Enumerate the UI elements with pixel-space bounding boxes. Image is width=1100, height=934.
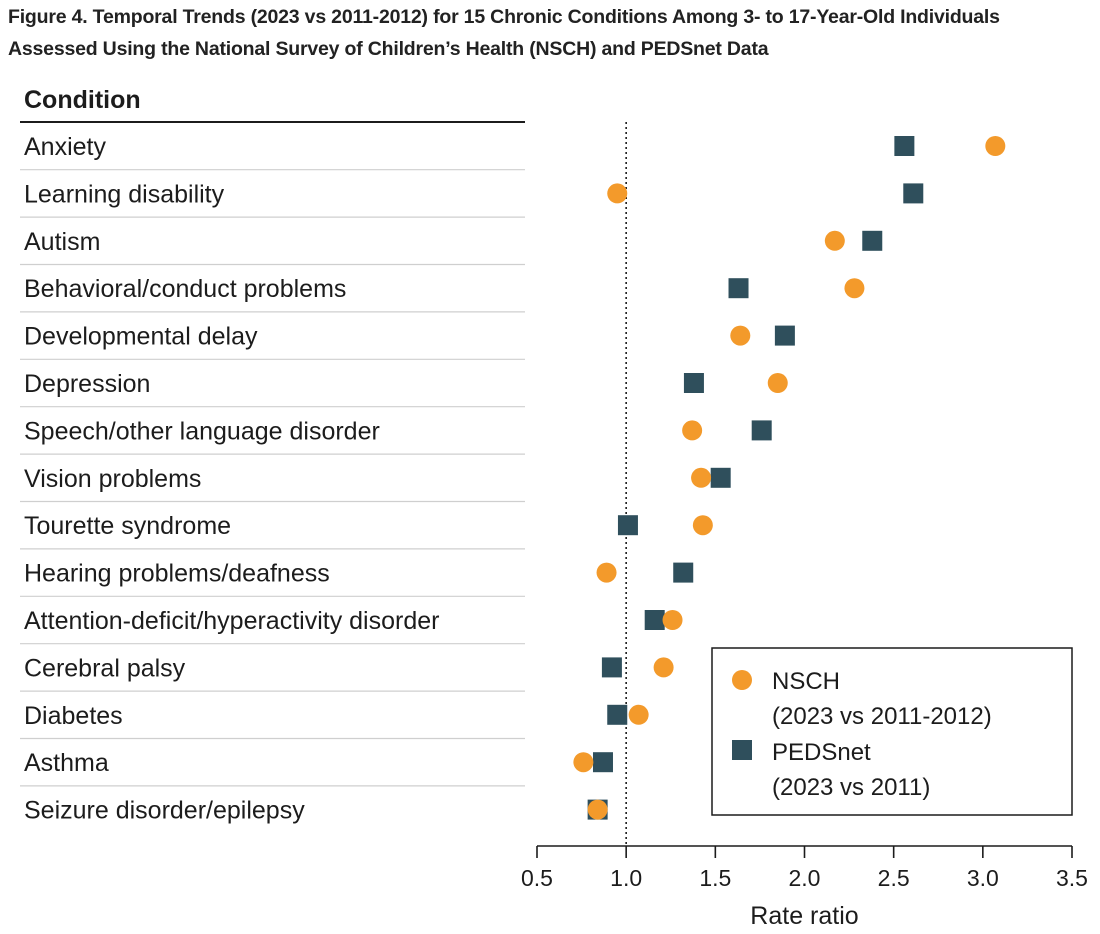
condition-label: Asthma bbox=[24, 749, 109, 777]
pedsnet-point bbox=[903, 183, 924, 204]
legend-nsch-name: NSCH bbox=[772, 668, 840, 695]
nsch-point bbox=[662, 610, 683, 630]
nsch-point bbox=[573, 752, 594, 773]
condition-label: Vision problems bbox=[24, 465, 201, 493]
x-tick-label: 3.0 bbox=[967, 865, 999, 891]
condition-label: Tourette syndrome bbox=[24, 512, 231, 540]
nsch-point bbox=[682, 420, 703, 441]
pedsnet-point bbox=[673, 562, 694, 583]
legend-nsch-marker bbox=[732, 670, 752, 690]
nsch-point bbox=[628, 704, 649, 725]
pedsnet-point bbox=[683, 373, 704, 393]
pedsnet-point bbox=[607, 704, 628, 725]
nsch-point bbox=[607, 183, 628, 204]
x-tick-label: 1.0 bbox=[610, 865, 642, 891]
nsch-point bbox=[985, 136, 1006, 156]
condition-column-header: Condition bbox=[24, 86, 141, 114]
pedsnet-point bbox=[601, 657, 622, 678]
figure-title-line-2: Assessed Using the National Survey of Ch… bbox=[8, 38, 769, 60]
x-tick-label: 2.5 bbox=[878, 865, 910, 891]
x-axis-title: Rate ratio bbox=[750, 902, 858, 930]
condition-label: Hearing problems/deafness bbox=[24, 560, 330, 588]
condition-label: Seizure disorder/epilepsy bbox=[24, 797, 305, 825]
pedsnet-point bbox=[644, 610, 665, 630]
condition-label: Anxiety bbox=[24, 133, 106, 161]
pedsnet-point bbox=[751, 420, 772, 441]
nsch-point bbox=[587, 799, 608, 820]
legend-pedsnet-period: (2023 vs 2011) bbox=[772, 774, 930, 801]
nsch-point bbox=[844, 278, 865, 299]
legend-nsch-period: (2023 vs 2011-2012) bbox=[772, 703, 992, 730]
x-tick-label: 3.5 bbox=[1056, 865, 1088, 891]
condition-label: Depression bbox=[24, 370, 150, 398]
condition-label: Developmental delay bbox=[24, 323, 258, 351]
legend-box bbox=[711, 647, 1073, 816]
condition-label: Cerebral palsy bbox=[24, 654, 186, 682]
legend: NSCH (2023 vs 2011-2012) PEDSnet (2023 v… bbox=[711, 647, 1073, 816]
condition-label: Behavioral/conduct problems bbox=[24, 275, 346, 303]
pedsnet-point bbox=[862, 230, 883, 251]
condition-label: Diabetes bbox=[24, 702, 123, 730]
nsch-point bbox=[767, 373, 788, 393]
nsch-point bbox=[691, 467, 712, 488]
pedsnet-point bbox=[592, 752, 613, 773]
condition-label: Attention-deficit/hyperactivity disorder bbox=[24, 607, 439, 635]
pedsnet-point bbox=[774, 325, 795, 346]
x-tick-label: 0.5 bbox=[521, 865, 553, 891]
nsch-point bbox=[653, 657, 674, 678]
legend-pedsnet-name: PEDSnet bbox=[772, 739, 871, 766]
x-tick-label: 1.5 bbox=[699, 865, 731, 891]
x-tick-label: 2.0 bbox=[789, 865, 821, 891]
nsch-point bbox=[692, 515, 713, 536]
condition-label: Autism bbox=[24, 228, 100, 256]
nsch-point bbox=[596, 562, 617, 583]
condition-label: Speech/other language disorder bbox=[24, 417, 380, 445]
pedsnet-point bbox=[617, 515, 638, 536]
pedsnet-point bbox=[710, 467, 731, 488]
condition-label: Learning disability bbox=[24, 180, 225, 208]
nsch-point bbox=[824, 230, 845, 251]
pedsnet-point bbox=[894, 136, 915, 156]
figure-title-line-1: Figure 4. Temporal Trends (2023 vs 2011-… bbox=[8, 6, 1000, 28]
nsch-point bbox=[730, 325, 751, 346]
legend-pedsnet-marker bbox=[732, 740, 752, 760]
pedsnet-point bbox=[728, 278, 749, 299]
